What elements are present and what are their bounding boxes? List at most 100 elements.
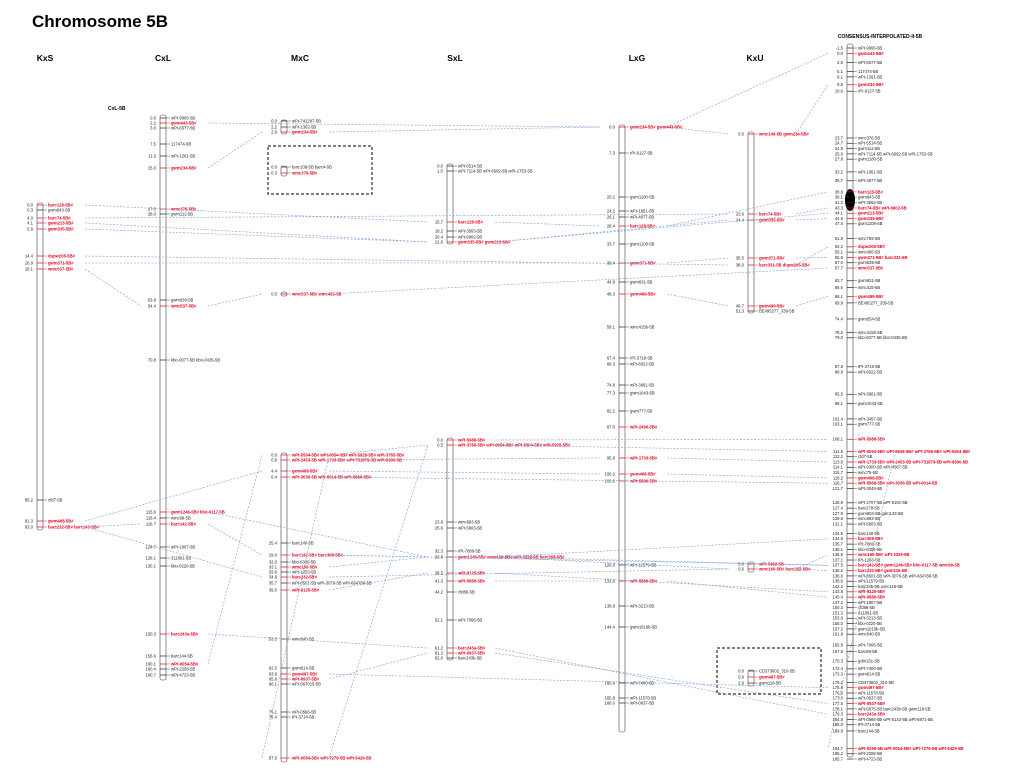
connector-line [827,451,896,749]
marker-label-cons: gwm1043-5B [858,401,883,406]
marker-position-kxs: 91.3 [25,518,34,523]
marker-position-cons: 153.9 [833,616,844,621]
marker-label-sxl: gwm1246-5B# wmc160-5B# wPt-3329-5B barc3… [458,554,565,559]
marker-position-cons: 57.7 [835,265,844,270]
marker-label-kxu: BE495277_339-5B [759,308,795,313]
marker-position-lxg: 131.6 [605,578,616,583]
map-label-sxl: SxL [447,53,463,63]
marker-label-cons: wPt-1907-5B [858,600,882,605]
marker-label-kxs: gwm213-5B# [48,220,74,225]
marker-position-cons: 127.9 [833,511,844,516]
inset-box-kxu-box [716,647,822,695]
connector-line [84,222,429,243]
marker-position-cons: 54.2 [835,244,844,249]
marker-label-sxl: wPt-7006-5B [458,617,482,622]
marker-label-lxg: gwm234-5B# gwm443-5B# [630,124,683,129]
marker-position-lxg: 39.4 [607,260,616,265]
connector-line [795,84,829,135]
marker-position-kxs: 18.1 [25,266,34,271]
marker-position-cxl: 160.1 [146,661,157,666]
marker-label-cxl: wmc376-5B# [170,206,197,211]
marker-label-lxg: wPt-11578-5B [630,695,656,700]
marker-label-kxs: wmc537-5B# [47,266,74,271]
marker-label-kxu: gwm499-5B# [759,303,785,308]
marker-position-cons: 176.2 [833,680,844,685]
marker-position-mxc: 0.0 [271,118,277,123]
connector-line [207,131,263,169]
marker-label-cons: gwm371-5B# barc331-5B [858,255,907,260]
marker-position-cons: 74.4 [835,316,844,321]
marker-position-cons: 116.7 [833,481,844,486]
marker-label-mxc: gwm234-5B# [292,129,318,134]
marker-label-cons: wmc75-5B [858,470,878,475]
marker-position-cons: 24.7 [835,141,844,146]
marker-label-lxg: gwm408-5B# [630,471,656,476]
marker-label-cxl: wPt-1907-5B [171,544,195,549]
marker-position-cxl: 70.8 [148,357,157,362]
connector-line [494,444,829,452]
map-label-lxg: LxG [629,53,646,63]
marker-label-sxl: wPt-9125-5B# [457,570,486,575]
marker-label-cons: barc308-5B# [858,536,884,541]
marker-label-cons: wmc415-5B [858,285,880,290]
marker-label-cons: gwm499-5B# [858,294,884,299]
connector-line [328,652,429,680]
marker-label-cxl: wPt-2208-5B [171,666,195,671]
connector-line [84,204,429,223]
marker-label-kxu: wmc160-5B# barc232-5B# [758,566,811,571]
marker-position-cons: 102.4 [833,416,844,421]
marker-label-cxl: barc243a-5B# [171,631,199,636]
marker-position-sxl: 33.8 [435,554,444,559]
connector-line [261,454,330,759]
marker-position-cxl: 115.6 [146,509,157,514]
marker-label-kxs: gwm643-5B [48,207,71,212]
connector-line [84,213,730,219]
page-title: Chromosome 5B [32,12,169,31]
marker-label-kxs: barc232-5B# barc142-5B# [48,524,100,529]
connector-line [207,511,429,558]
marker-position-cons: 173.3 [833,672,844,677]
marker-label-cons: barc144-5B [858,728,880,733]
marker-position-cxl: 7.5 [150,141,156,146]
marker-label-cons: gwm639-5B [858,260,881,265]
marker-label-mxc: kbo-0309-5B [292,559,316,564]
marker-label-cons: wPt-9006-5B [858,45,882,50]
marker-label-mxc: gwm614-5B [292,665,315,670]
marker-position-cons: 57.0 [835,260,844,265]
marker-label-sxl: barc243a-5B# [458,645,486,650]
marker-position-cons: 44.1 [835,211,844,216]
marker-label-cons: barc140-5B [858,531,880,536]
connector-line [328,556,429,568]
marker-label-cons: wPt-6577-5B [858,60,882,65]
marker-position-cons: 63.7 [835,278,844,283]
marker-position-cons: 177.0 [833,696,844,701]
marker-position-lxg: 48.3 [607,291,616,296]
marker-label-cons: gwm1180-5B [858,157,883,162]
marker-position-kxu: 51.3 [736,308,745,313]
marker-label-cons: barc89-5B [858,649,878,654]
marker-label-lxg: wPt-3213-5B [630,603,654,608]
chromosome-bar-mxc-2 [280,452,288,763]
marker-label-cons: wPt-3563-5B [858,200,882,205]
marker-label-lxg: gwm777-5B [630,408,653,413]
marker-position-cons: 137.5 [833,563,844,568]
connector-line [795,207,829,215]
marker-label-cons: barc142-5B# gwm1246-5B# kbo-0117-5B wmc9… [858,563,960,568]
marker-position-mxc: 25.4 [269,540,278,545]
marker-label-kxs: gwm408-5B# [48,518,74,523]
marker-label-cons: wPt-9125-5B# [857,589,886,594]
marker-label-lxg: wPt-0637-5B [630,700,654,705]
marker-label-cons: wmc693-5B [858,516,880,521]
marker-position-cons: 108.1 [833,437,844,442]
marker-label-cons: gwm604-5B gdm133-5B [858,511,903,516]
marker-label-mxc: wPt-667015-5B [292,681,321,686]
marker-label-cons: wPt-0295-5B wPt-0054-5B# wPt-7279-5B wPt… [857,746,963,751]
marker-label-lxg: gwm1180-5B [630,194,655,199]
connector-line [84,470,263,522]
marker-label-lxg: rPt-3719-5B [630,355,653,360]
marker-label-mxc: tPt-3714-5B [292,714,315,719]
marker-position-cons: 157.2 [833,626,844,631]
marker-label-cxl: wmc537-5B# [170,303,197,308]
marker-position-cons: 111.5 [833,449,844,454]
marker-label-cons: wmc376-5B [858,135,880,140]
